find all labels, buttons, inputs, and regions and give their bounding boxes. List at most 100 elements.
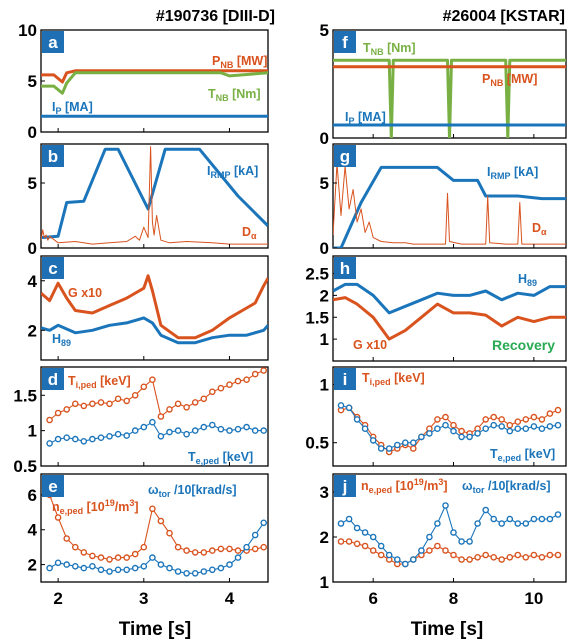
- panel-j-series-1-point: [401, 560, 409, 568]
- panel-g-series-1-line: [333, 163, 566, 245]
- panel-g-ytick-label: 5: [320, 174, 329, 193]
- panel-e-series-1-point: [54, 559, 62, 567]
- panel-j-series-1-point: [514, 520, 522, 527]
- panel-j-series-0-point: [426, 547, 433, 554]
- panel-i: 0.5 1 i: [305, 366, 567, 467]
- panel-d-series-1-point: [46, 440, 53, 447]
- panel-d-series-1-point: [106, 432, 113, 440]
- panel-i-series-1-point: [409, 439, 417, 447]
- panel-i-series-0-point: [514, 418, 522, 426]
- panel-i-series-0-point: [442, 413, 449, 421]
- panel-i-ytick-label: 0.5: [305, 434, 329, 453]
- panel-i-series-1-line: [340, 404, 559, 450]
- panel-d-series-0-point: [157, 413, 165, 420]
- panel-d-series-0-point: [200, 395, 208, 403]
- panel-j-series-1-point: [458, 538, 465, 545]
- panel-e-series-0-point: [157, 517, 165, 525]
- panel-i-series-1-point: [490, 421, 498, 429]
- panel-i-series-0-point: [546, 410, 554, 417]
- panel-j-ytick-label: 3: [320, 483, 329, 502]
- panel-d-series-0-point: [89, 400, 96, 408]
- panel-i-series-1-point: [506, 427, 514, 435]
- panel-e-series-1-point: [63, 561, 70, 568]
- panel-d-series-0-point: [174, 400, 182, 408]
- panel-e-series-1-point: [208, 566, 216, 574]
- panel-i-series-1-point: [522, 425, 530, 433]
- right-shot-title: #26004 [KSTAR]: [443, 8, 565, 25]
- panel-d: 0.5 1 1.5 d: [13, 366, 269, 476]
- panel-e-series-0-point: [97, 554, 105, 561]
- panel-h-frame: [332, 255, 567, 362]
- panel-j-series-1-point: [418, 547, 425, 554]
- panel-a-ytick-label: 0: [28, 123, 37, 142]
- panel-a-series-1-line: [41, 71, 268, 95]
- panel-i-series-1-point: [474, 430, 481, 437]
- panel-j-series-0-point: [450, 551, 457, 559]
- panel-e-ytick-label: 4: [28, 521, 38, 540]
- annotation-ip-kstar: IP [MA]: [345, 110, 386, 126]
- panel-f-ytick-label: 5: [320, 21, 329, 40]
- panel-e-series-1-point: [114, 566, 122, 574]
- panel-c-ytick-label: 4: [28, 272, 38, 291]
- panel-d-series-1-point: [243, 423, 250, 431]
- panel-j-series-0-point: [442, 547, 449, 554]
- panel-j-series-0-point: [506, 554, 514, 561]
- panel-i-label: i: [343, 370, 348, 389]
- panel-d-series-0-point: [243, 376, 250, 384]
- panel-e-series-0-point: [106, 556, 113, 563]
- panel-d-series-1-point: [131, 427, 139, 434]
- panel-b-label-bg: [42, 145, 64, 167]
- panel-j-series-1-point: [554, 511, 562, 518]
- panel-i-series-1-point: [442, 421, 449, 429]
- panel-d-series-1-point: [234, 425, 242, 433]
- panel-e-series-1-point: [191, 570, 199, 577]
- panel-j-series-0-point: [458, 556, 465, 563]
- panel-i-series-1-point: [361, 425, 369, 433]
- panel-e-series-0-point: [63, 535, 70, 542]
- panel-d-series-1-point: [149, 418, 156, 426]
- panel-d-series-1-point: [200, 423, 208, 431]
- panel-e-series-0-point: [183, 547, 190, 554]
- panel-d-series-1-point: [166, 428, 173, 436]
- panel-j-series-1-point: [409, 556, 417, 563]
- panel-c: 2 4c: [28, 255, 269, 361]
- panel-e-series-0-point: [251, 545, 259, 553]
- panel-j-series-1-point: [426, 533, 433, 541]
- panel-d-series-0-point: [46, 416, 53, 424]
- panel-i-series-1-point: [369, 437, 377, 444]
- panel-b-label: b: [48, 147, 58, 166]
- panel-j-series-1-point: [466, 538, 473, 545]
- panel-a-ytick-label: 5: [28, 72, 37, 91]
- panel-j-series-0-point: [353, 540, 361, 548]
- panel-j-series-1-point: [474, 520, 481, 527]
- panel-i-series-1-point: [337, 402, 345, 409]
- panel-i-series-0-point: [498, 416, 506, 423]
- panel-d-series-0-point: [226, 381, 233, 389]
- panel-e-series-0-point: [140, 543, 148, 551]
- panel-e: 2 4 6 2 3 4 e: [28, 473, 269, 608]
- panel-d-series-1-point: [183, 430, 190, 438]
- panel-i-series-1-point: [345, 404, 353, 412]
- panel-d-series-0-point: [80, 402, 88, 410]
- panel-d-series-1-point: [89, 435, 96, 443]
- panel-e-series-1-point: [183, 570, 190, 577]
- panel-d-series-1-point: [251, 427, 259, 434]
- panel-j-ytick-label: 2: [320, 528, 329, 547]
- panel-j-label-bg: [334, 475, 356, 497]
- panel-j-series-1-point: [450, 529, 457, 536]
- panel-j-series-0-point: [377, 551, 385, 559]
- panel-b-series-0-line: [41, 147, 268, 240]
- panel-e-series-1-point: [234, 554, 242, 561]
- panel-d-series-0-point: [149, 376, 156, 384]
- panel-j-series-0-point: [345, 538, 353, 545]
- panel-e-series-1-point: [174, 568, 182, 575]
- annotation-g-kstar: G x10: [353, 338, 387, 352]
- x-tick-label: 2: [53, 589, 62, 608]
- panel-e-series-0-point: [89, 552, 96, 560]
- panel-d-series-0-point: [131, 391, 139, 399]
- panel-i-series-1-point: [434, 425, 441, 433]
- panel-h-ytick-label: 2: [320, 286, 329, 305]
- panel-e-label: e: [48, 477, 57, 496]
- panel-d-series-0-point: [114, 395, 122, 403]
